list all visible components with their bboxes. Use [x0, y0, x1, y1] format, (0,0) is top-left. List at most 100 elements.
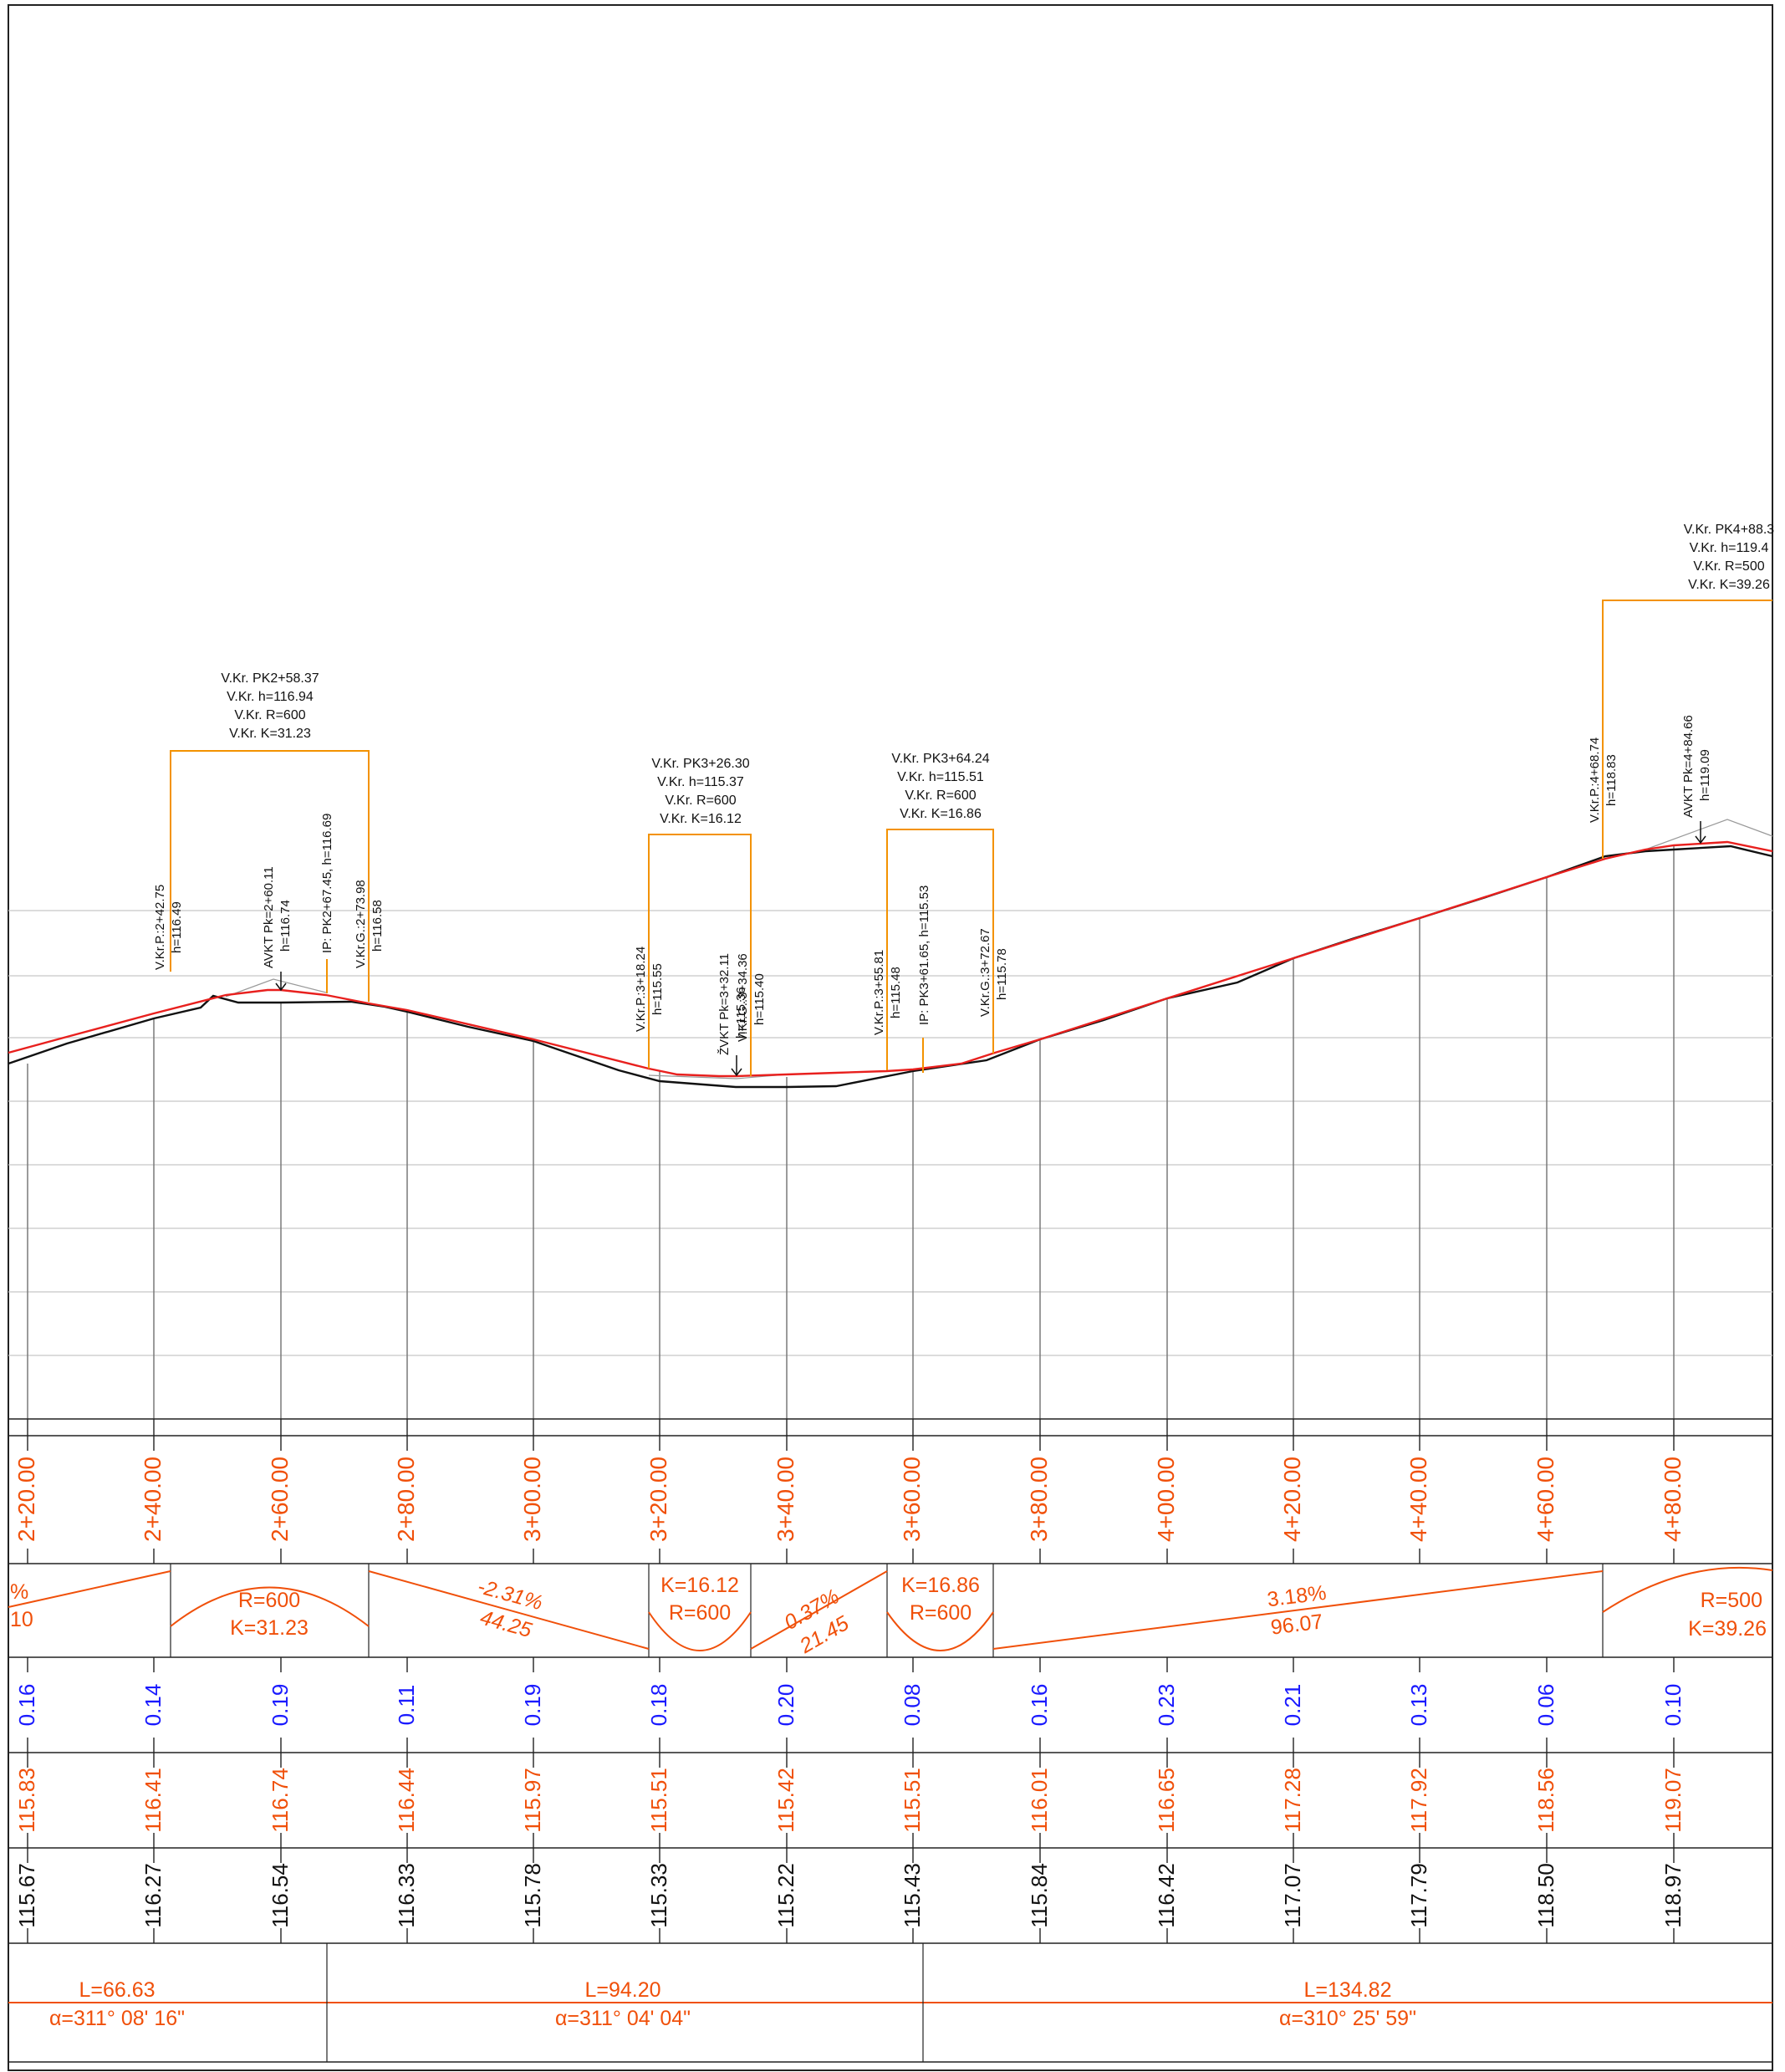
depth-value: 0.08: [900, 1684, 925, 1727]
terrain-elevation-value: 115.43: [900, 1863, 925, 1928]
station-label: 3+20.00: [645, 1457, 671, 1542]
vc1-line-4: V.Kr. K=31.23: [229, 727, 311, 741]
alignment-1-azimuth: α=311° 08' 16": [49, 2007, 185, 2030]
terrain-elevation-value: 118.50: [1533, 1863, 1558, 1928]
station-lines: [27, 845, 1675, 1419]
vertex-arrows: [275, 821, 1706, 1077]
terrain-elevation-row: 115.67 116.27 116.54 116.33 115.78 115.33 115.…: [14, 1863, 1686, 1928]
station-label: 4+60.00: [1533, 1457, 1558, 1542]
curve4-length: K=39.26: [1688, 1617, 1767, 1641]
point-labels: V.Kr.P.:2+42.75 h=116.49 AVKT Pk=2+60.11 h…: [153, 715, 1712, 1055]
depth-value: 0.21: [1280, 1684, 1305, 1727]
station-label: 3+40.00: [773, 1457, 798, 1542]
depth-value: 0.18: [646, 1684, 671, 1727]
depth-value: 0.10: [1660, 1684, 1686, 1727]
design-elevation-value: 116.44: [394, 1768, 419, 1833]
vertical-curve-info-1: V.Kr. PK2+58.37 V.Kr. h=116.94 V.Kr. R=6…: [221, 671, 319, 741]
depth-value: 0.19: [268, 1684, 293, 1727]
station-labels: 2+20.00 2+40.00 2+60.00 2+80.00 3+00.00 3+20.…: [13, 1457, 1686, 1542]
station-label: 2+80.00: [393, 1457, 419, 1542]
vc1-line-1: V.Kr. PK2+58.37: [221, 671, 319, 686]
depth-value: 0.23: [1154, 1684, 1179, 1727]
depth-value: 0.20: [773, 1684, 798, 1727]
grade3-length: 96.07: [1269, 1610, 1324, 1639]
label-vkr-g-273-line1: V.Kr.G.:2+73.98: [354, 880, 368, 968]
terrain-elevation-value: 118.97: [1660, 1863, 1686, 1928]
label-vkr-g-273-line2: h=116.58: [370, 900, 385, 952]
vc2-line-3: V.Kr. R=600: [665, 794, 736, 808]
station-label: 4+40.00: [1405, 1457, 1431, 1542]
depth-value: 0.11: [394, 1685, 419, 1726]
label-vkr-p-355-line2: h=115.48: [889, 967, 903, 1018]
vc1-line-2: V.Kr. h=116.94: [227, 690, 314, 704]
label-avkt-484-line2: h=119.09: [1698, 749, 1712, 801]
label-vkr-g-372-line1: V.Kr.G.:3+72.67: [978, 928, 992, 1017]
grade-band: % 10 R=600 K=31.23 -2.31% 44.25 K=16.12 …: [8, 1564, 1773, 1658]
label-vkr-p-468-line1: V.Kr.P.:4+68.74: [1588, 737, 1602, 823]
vc4-line-4: V.Kr. K=39.26: [1688, 578, 1770, 592]
design-elevation-value: 115.83: [14, 1768, 39, 1833]
vc4-line-2: V.Kr. h=119.4: [1690, 541, 1769, 555]
label-vkr-p-242-line2: h=116.49: [170, 901, 184, 953]
depth-row: 0.16 0.14 0.19 0.11 0.19 0.18 0.20 0.08 0.16 0.23…: [14, 1684, 1686, 1727]
curve1-length: K=31.23: [230, 1616, 309, 1640]
profile-grid: [8, 910, 1772, 1356]
terrain-elevation-value: 115.84: [1027, 1863, 1052, 1928]
label-zvkt-332-line1: ŽVKT Pk=3+32.11: [717, 953, 732, 1055]
design-elevation-value: 116.74: [268, 1768, 293, 1833]
depth-value: 0.14: [140, 1684, 166, 1727]
terrain-elevation-value: 117.79: [1406, 1863, 1431, 1928]
vc2-line-2: V.Kr. h=115.37: [657, 775, 744, 789]
design-elevation-value: 115.51: [900, 1768, 925, 1833]
terrain-elevation-value: 116.42: [1154, 1863, 1179, 1928]
vertical-curve-info-2: V.Kr. PK3+26.30 V.Kr. h=115.37 V.Kr. R=6…: [651, 757, 749, 826]
label-vkr-g-334-line2: h=115.40: [752, 973, 767, 1025]
depth-value: 0.13: [1406, 1684, 1431, 1727]
terrain-elevation-value: 116.27: [140, 1863, 166, 1928]
band-separators: [8, 1418, 1772, 2063]
design-elevation-value: 116.01: [1027, 1768, 1052, 1833]
vc3-line-3: V.Kr. R=600: [905, 788, 976, 803]
design-elevation-value: 118.56: [1533, 1768, 1558, 1833]
design-elevation-value: 116.65: [1154, 1768, 1179, 1833]
depth-value: 0.19: [520, 1684, 545, 1727]
design-elevation-value: 116.41: [140, 1768, 166, 1833]
design-elevation-value: 115.42: [773, 1768, 798, 1833]
alignment-2-azimuth: α=311° 04' 04": [555, 2007, 691, 2030]
design-elevation-value: 115.51: [646, 1768, 671, 1833]
vertical-curve-info-4: V.Kr. PK4+88.3 V.Kr. h=119.4 V.Kr. R=500…: [1684, 523, 1774, 592]
vc3-line-4: V.Kr. K=16.86: [900, 807, 982, 821]
label-ip-361: IP: PK3+61.65, h=115.53: [917, 885, 931, 1025]
vc2-line-4: V.Kr. K=16.12: [660, 812, 742, 826]
design-line: [8, 840, 1773, 1078]
depth-value: 0.06: [1533, 1684, 1558, 1727]
depth-value: 0.16: [14, 1684, 39, 1727]
station-label: 4+00.00: [1153, 1457, 1179, 1542]
label-vkr-p-318-line1: V.Kr.P.:3+18.24: [634, 947, 648, 1032]
label-ip-267: IP: PK2+67.45, h=116.69: [320, 814, 334, 953]
terrain-elevation-value: 115.22: [773, 1863, 798, 1928]
curve-brackets: [170, 600, 1772, 1076]
design-elevation-value: 117.28: [1280, 1768, 1305, 1833]
terrain-elevation-value: 115.67: [14, 1863, 39, 1928]
label-vkr-p-242-line1: V.Kr.P.:2+42.75: [153, 885, 167, 970]
vc1-line-3: V.Kr. R=600: [234, 708, 305, 722]
label-vkr-g-334-line1: V.Kr.G.:3+34.36: [736, 953, 750, 1042]
alignment-band: L=66.63 α=311° 08' 16" L=94.20 α=311° 04…: [8, 1943, 1772, 2062]
alignment-2-length: L=94.20: [584, 1978, 660, 2002]
label-zvkt-332-line2: h=115.36: [734, 987, 748, 1039]
station-label: 2+20.00: [13, 1457, 39, 1542]
terrain-elevation-value: 115.33: [646, 1863, 671, 1928]
terrain-elevation-value: 115.78: [520, 1863, 545, 1928]
alignment-3-length: L=134.82: [1304, 1978, 1392, 2002]
vc4-line-1: V.Kr. PK4+88.3: [1684, 523, 1774, 537]
vertical-curve-info-3: V.Kr. PK3+64.24 V.Kr. h=115.51 V.Kr. R=6…: [891, 752, 989, 821]
curve4-radius: R=500: [1701, 1589, 1762, 1612]
station-label: 4+20.00: [1279, 1457, 1305, 1542]
label-vkr-g-372-line2: h=115.78: [995, 948, 1009, 1000]
vc4-line-3: V.Kr. R=500: [1693, 559, 1764, 574]
terrain-elevation-value: 116.54: [268, 1863, 293, 1928]
label-avkt-260-line1: AVKT Pk=2+60.11: [262, 866, 276, 968]
station-label: 2+40.00: [140, 1457, 166, 1542]
